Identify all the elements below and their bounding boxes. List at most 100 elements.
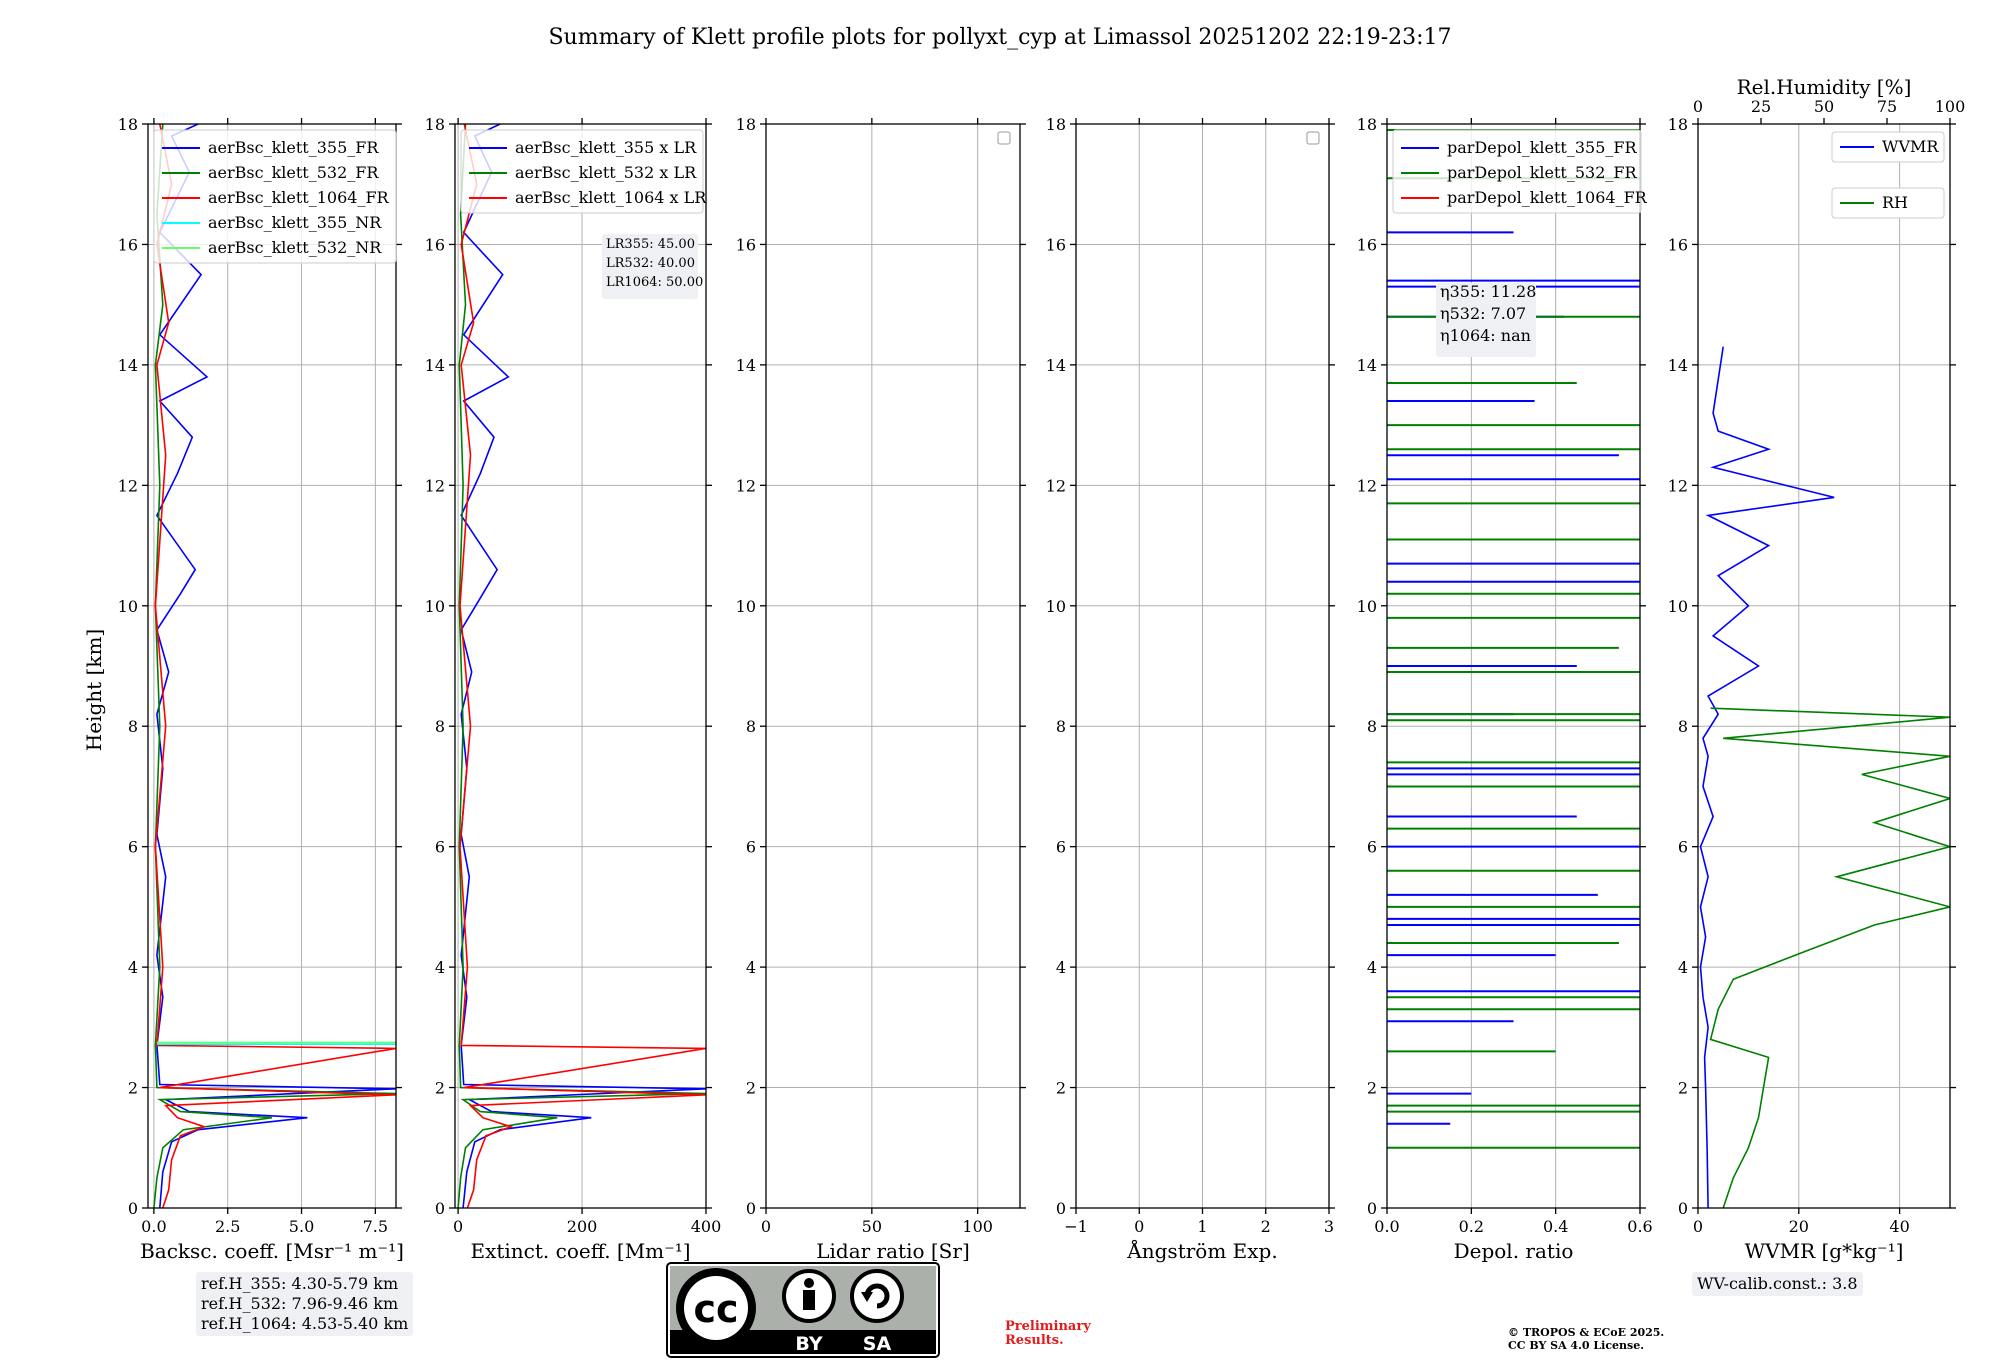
y-tick-label: 18 (736, 115, 756, 134)
y-tick-label: 4 (1056, 958, 1066, 977)
ref-height-532: ref.H_532: 7.96-9.46 km (201, 1294, 399, 1313)
legend-label: aerBsc_klett_1064_FR (208, 188, 390, 207)
series-group (457, 124, 706, 1208)
series-line-RH (1709, 707, 1950, 1208)
y-tick-label: 8 (1678, 717, 1688, 736)
axes-frame (1386, 123, 1641, 1209)
y-tick-label: 12 (1046, 476, 1066, 495)
ref-height-1064: ref.H_1064: 4.53-5.40 km (201, 1314, 409, 1333)
x-tick-label: 200 (567, 1217, 598, 1236)
x-axis-label: WVMR [g*kg⁻¹] (1745, 1239, 1904, 1263)
x2-tick-label: 0 (1693, 97, 1703, 116)
cc-by-label: BY (795, 1333, 822, 1355)
y-tick-label: 16 (425, 235, 445, 254)
ref-height-355: ref.H_355: 4.30-5.79 km (201, 1274, 399, 1293)
y-tick-label: 0 (1678, 1199, 1688, 1218)
legend-box (1392, 129, 1642, 214)
x2-tick-label: 25 (1751, 97, 1771, 116)
y-tick-label: 6 (1678, 838, 1688, 857)
panel-depolarization: 0 2 4 6 8 10 12 14 16 18 0.0 0.2 0.4 0.6 Depol. ratio p… (1357, 115, 1653, 1263)
lr-box-bg (602, 234, 698, 299)
cc-sa-label: SA (863, 1333, 892, 1355)
series-line-aerBsc_klett_355 x LR (460, 124, 706, 1208)
y-tick-label: 2 (746, 1079, 756, 1098)
y-tick-label: 12 (118, 476, 138, 495)
axes-frame (147, 123, 397, 1209)
series-line-aerBsc_klett_532 x LR (457, 124, 706, 1208)
preliminary-notice: Preliminary Results. (1005, 1320, 1091, 1348)
x-tick-label: 400 (691, 1217, 722, 1236)
x-tick-label: 7.5 (363, 1217, 388, 1236)
y-tick-label: 2 (435, 1079, 445, 1098)
axes-frame (765, 123, 1021, 1209)
y-tick-label: 8 (128, 717, 138, 736)
lr-box-line: LR532: 40.00 (606, 256, 695, 271)
x-tick-label: 20 (1789, 1217, 1809, 1236)
y-tick-label: 18 (118, 115, 138, 134)
panel-water_vapor: 0 2 4 6 8 10 12 14 16 18 0 20 40 WVMR [g*kg⁻¹] 0 25 50 75… (1668, 75, 1966, 1263)
wv-calib-box: WV-calib.const.: 3.8 (1692, 1272, 1863, 1296)
y-tick-label: 16 (118, 235, 138, 254)
x-tick-label: 0.2 (1459, 1217, 1484, 1236)
y-tick-label: 8 (746, 717, 756, 736)
y-tick-label: 18 (1668, 115, 1688, 134)
legend-label: aerBsc_klett_355 x LR (515, 138, 697, 157)
y-tick-label: 16 (1668, 235, 1688, 254)
y-tick-label: 8 (1056, 717, 1066, 736)
x-axis-label: Extinct. coeff. [Mm⁻¹] (470, 1239, 690, 1263)
copyright-line-1: © TROPOS & ECoE 2025. (1508, 1326, 1665, 1339)
cc-logo-text: cc (693, 1287, 738, 1331)
x-axis-label: Ångström Exp. (1126, 1238, 1277, 1263)
legend-box (1831, 187, 1945, 219)
y-tick-label: 14 (736, 356, 756, 375)
lr-box-line: LR1064: 50.00 (606, 275, 703, 290)
legend-label: aerBsc_klett_532 x LR (515, 163, 697, 182)
y-tick-label: 12 (425, 476, 445, 495)
y-tick-label: 14 (1668, 356, 1688, 375)
series-line-WVMR (1699, 346, 1835, 1208)
y-tick-label: 6 (746, 838, 756, 857)
series-group (153, 124, 396, 1208)
y-tick-label: 10 (425, 597, 445, 616)
x-tick-label: 0 (761, 1217, 771, 1236)
y-tick-label: 6 (1056, 838, 1066, 857)
x-tick-label: 0 (453, 1217, 463, 1236)
y-tick-label: 2 (1056, 1079, 1066, 1098)
x-tick-label: 50 (862, 1217, 882, 1236)
cc-circle-inner (684, 1276, 748, 1340)
y-tick-label: 2 (1367, 1079, 1377, 1098)
y-tick-label: 18 (1357, 115, 1377, 134)
y-tick-label: 0 (435, 1199, 445, 1218)
x-tick-label: −1 (1064, 1217, 1088, 1236)
copyright-notice: © TROPOS & ECoE 2025. CC BY SA 4.0 Licen… (1508, 1326, 1664, 1352)
y-tick-label: 16 (1046, 235, 1066, 254)
legend-box (153, 129, 397, 264)
y-tick-label: 4 (1678, 958, 1688, 977)
y-tick-label: 14 (1357, 356, 1377, 375)
legend-box (1831, 131, 1945, 163)
x2-tick-label: 100 (1935, 97, 1966, 116)
lr-box: LR355: 45.00 LR532: 40.00 LR1064: 50.00 (602, 234, 703, 299)
legend-label: parDepol_klett_532_FR (1447, 163, 1638, 182)
y-tick-label: 0 (128, 1199, 138, 1218)
legend-label: aerBsc_klett_532_FR (208, 163, 379, 182)
eta-box-bg (1436, 283, 1536, 357)
x-tick-label: 0.0 (1374, 1217, 1399, 1236)
y-tick-label: 2 (1678, 1079, 1688, 1098)
y-tick-label: 14 (1046, 356, 1066, 375)
x-tick-label: 1 (1197, 1217, 1207, 1236)
reference-heights-box: ref.H_355: 4.30-5.79 km ref.H_532: 7.96-… (196, 1272, 414, 1336)
legend-label: RH (1882, 193, 1908, 212)
x-tick-label: 40 (1889, 1217, 1909, 1236)
y-tick-label: 6 (128, 838, 138, 857)
x-tick-label: 0 (1134, 1217, 1144, 1236)
legend-label: aerBsc_klett_355_FR (208, 138, 379, 157)
y-tick-label: 18 (425, 115, 445, 134)
eta-box-line: η355: 11.28 (1440, 282, 1536, 301)
y-axis-label: Height [km] (82, 629, 106, 751)
copyright-line-2: CC BY SA 4.0 License. (1508, 1339, 1645, 1352)
y-tick-label: 16 (736, 235, 756, 254)
y-tick-label: 8 (435, 717, 445, 736)
x-tick-label: 0 (1693, 1217, 1703, 1236)
